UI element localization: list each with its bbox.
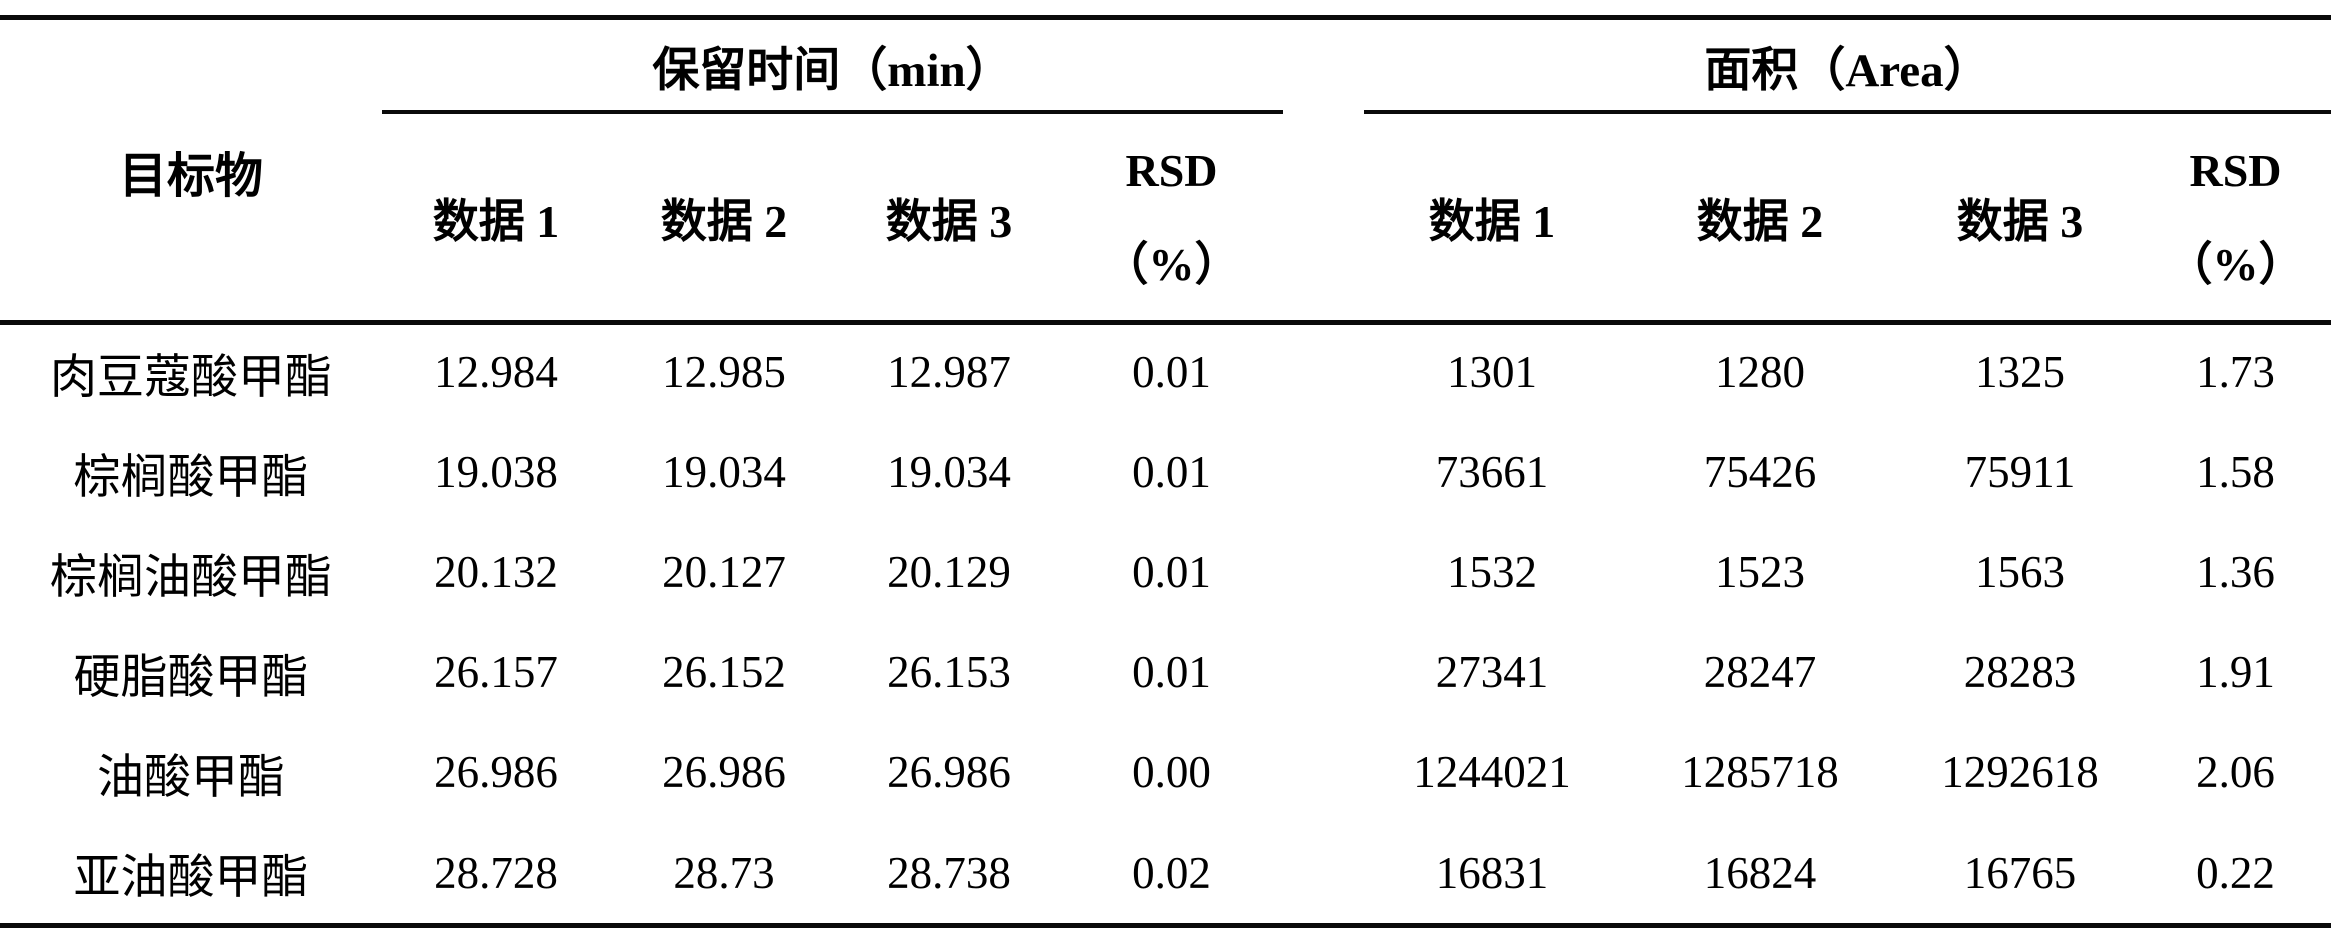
rt-data2-value: 28.73	[673, 847, 775, 898]
rt-rsd-value: 0.00	[1132, 747, 1211, 797]
area-data2-value: 1523	[1715, 547, 1805, 597]
area-rsd-unit: （%）	[2166, 239, 2305, 290]
rt-data1-value: 26.157	[434, 647, 558, 697]
area-data3-value: 75911	[1964, 447, 2076, 497]
rt-rsd-label: RSD	[1125, 145, 1218, 196]
row-label: 亚油酸甲酯	[73, 852, 309, 904]
area-rsd-value: 1.91	[2196, 647, 2275, 697]
rt-rsd-value: 0.01	[1132, 447, 1211, 497]
column-header-rt-data2: 数据 2	[660, 196, 788, 247]
rt-rsd-unit: （%）	[1102, 239, 1241, 290]
area-data2-value: 1280	[1715, 347, 1805, 397]
column-header-target: 目标物	[118, 150, 263, 203]
area-data3-value: 16765	[1963, 847, 2077, 898]
column-header-area-data3: 数据 3	[1956, 196, 2084, 247]
rt-data1-value: 26.986	[434, 747, 558, 797]
area-rsd-value: 0.22	[2196, 847, 2275, 898]
column-header-area-data1: 数据 1	[1428, 196, 1556, 247]
rt-data2-value: 20.127	[662, 547, 786, 597]
area-rsd-value: 1.73	[2196, 347, 2275, 397]
row-label: 棕榈油酸甲酯	[50, 551, 332, 604]
area-rsd-value: 1.36	[2196, 547, 2275, 597]
row-label: 油酸甲酯	[97, 751, 285, 804]
table-top-rule	[0, 15, 2331, 20]
area-rsd-value: 2.06	[2196, 747, 2275, 797]
rt-data1-value: 19.038	[434, 447, 558, 497]
area-data1-value: 27341	[1435, 647, 1549, 697]
group-header-area: 面积（Area）	[1704, 44, 1991, 97]
rt-data3-value: 26.986	[887, 747, 1011, 797]
rt-rsd-value: 0.02	[1132, 847, 1211, 898]
area-data1-value: 1532	[1447, 547, 1537, 597]
column-header-area-rsd: RSD （%）	[2140, 114, 2331, 322]
area-data1-value: 73661	[1435, 447, 1549, 497]
table-bottom-rule	[0, 923, 2331, 928]
rt-data2-value: 26.152	[662, 647, 786, 697]
area-rsd-label: RSD	[2189, 145, 2282, 196]
row-label: 硬脂酸甲酯	[73, 651, 309, 704]
table-header-separator-rule	[0, 320, 2331, 325]
column-header-rt-data1: 数据 1	[432, 196, 560, 247]
rt-data1-value: 12.984	[434, 347, 558, 397]
rt-data3-value: 12.987	[887, 347, 1011, 397]
rt-rsd-value: 0.01	[1132, 547, 1211, 597]
retention-time-group-rule	[382, 110, 1283, 114]
rt-data3-value: 19.034	[887, 447, 1011, 497]
column-header-rt-rsd: RSD （%）	[1060, 114, 1283, 322]
rt-data2-value: 12.985	[662, 347, 786, 397]
area-rsd-value: 1.58	[2196, 447, 2275, 497]
rt-data3-value: 28.738	[887, 847, 1011, 898]
area-data2-value: 28247	[1703, 647, 1817, 697]
area-data2-value: 16824	[1703, 847, 1817, 898]
rt-data1-value: 20.132	[434, 547, 558, 597]
area-data3-value: 1563	[1975, 547, 2065, 597]
rt-rsd-value: 0.01	[1132, 347, 1211, 397]
rt-data2-value: 26.986	[662, 747, 786, 797]
column-header-area-data2: 数据 2	[1696, 196, 1824, 247]
rt-data1-value: 28.728	[434, 847, 558, 898]
group-header-retention-time: 保留时间（min）	[652, 44, 1013, 97]
area-data3-value: 28283	[1963, 647, 2077, 697]
rt-rsd-value: 0.01	[1132, 647, 1211, 697]
rt-data3-value: 26.153	[887, 647, 1011, 697]
area-data3-value: 1325	[1975, 347, 2065, 397]
rt-data2-value: 19.034	[662, 447, 786, 497]
area-data1-value: 16831	[1435, 847, 1549, 898]
area-data1-value: 1244021	[1413, 747, 1571, 797]
row-label: 肉豆蔻酸甲酯	[50, 351, 332, 404]
area-data3-value: 1292618	[1941, 747, 2099, 797]
area-data1-value: 1301	[1447, 347, 1537, 397]
area-group-rule	[1364, 110, 2331, 114]
row-label: 棕榈酸甲酯	[73, 451, 309, 504]
area-data2-value: 1285718	[1681, 747, 1839, 797]
column-header-rt-data3: 数据 3	[885, 196, 1013, 247]
rt-data3-value: 20.129	[887, 547, 1011, 597]
area-data2-value: 75426	[1703, 447, 1817, 497]
